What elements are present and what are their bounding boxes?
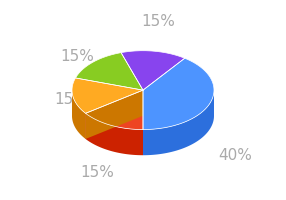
Polygon shape: [86, 113, 143, 155]
Polygon shape: [72, 78, 143, 113]
Text: 15%: 15%: [60, 49, 94, 64]
Polygon shape: [121, 51, 185, 90]
Polygon shape: [72, 90, 86, 139]
Polygon shape: [76, 53, 143, 90]
Text: 15%: 15%: [81, 165, 115, 180]
Text: 15%: 15%: [54, 92, 88, 108]
Polygon shape: [86, 90, 143, 130]
Polygon shape: [143, 58, 214, 130]
Text: 15%: 15%: [141, 14, 175, 29]
Polygon shape: [143, 90, 214, 155]
Polygon shape: [86, 90, 143, 139]
Text: 40%: 40%: [218, 148, 252, 163]
Polygon shape: [86, 90, 143, 139]
